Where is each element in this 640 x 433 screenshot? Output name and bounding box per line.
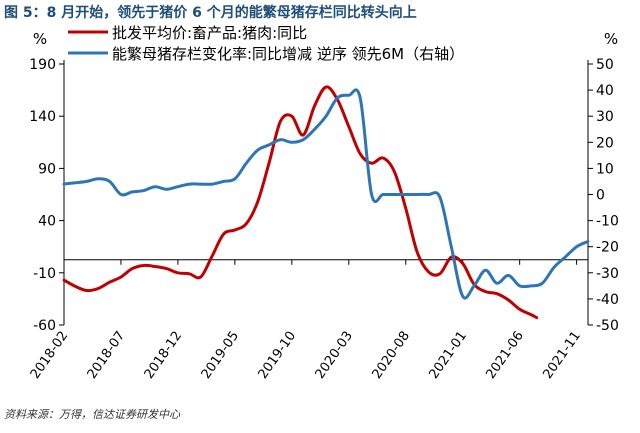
x-tick-label: 2021-11 [540, 329, 583, 382]
right-tick-label: 50 [596, 57, 614, 73]
right-tick-label: -10 [596, 214, 619, 230]
right-tick-label: -50 [596, 318, 619, 334]
x-tick-label: 2021-01 [427, 329, 470, 382]
right-tick-label: 40 [596, 83, 614, 99]
figure-title: 图 5：8 月开始，领先于猪价 6 个月的能繁母猪存栏同比转头向上 [4, 5, 417, 21]
right-tick-label: 30 [596, 109, 614, 125]
left-axis-unit: % [33, 30, 47, 48]
right-tick-label: -20 [596, 240, 619, 256]
legend-label: 批发平均价:畜产品:猪肉:同比 [112, 24, 307, 42]
x-tick-label: 2020-08 [370, 329, 413, 382]
left-tick-label: 40 [38, 214, 56, 230]
x-tick-label: 2021-06 [483, 329, 526, 382]
x-tick-label: 2020-03 [313, 329, 356, 382]
figure-source: 资料来源：万得，信达证券研发中心 [4, 408, 180, 421]
right-axis-unit-label: % [604, 30, 618, 48]
series-lines [62, 85, 590, 320]
x-tick-label: 2019-05 [199, 329, 242, 382]
left-axis-ticks: 190 140 90 40 -10 -60 [29, 57, 64, 334]
right-tick-label: -30 [596, 266, 619, 282]
left-tick-label: 190 [29, 57, 56, 73]
left-tick-label: -60 [33, 318, 56, 334]
left-tick-label: 90 [38, 161, 56, 177]
left-tick-label: -10 [33, 266, 56, 282]
x-axis-ticks: 2018-02 2018-07 2018-12 2019-05 2019-10 2020-… [28, 259, 584, 382]
left-axis-unit-label: % [33, 30, 47, 48]
x-tick-label: 2018-12 [142, 329, 185, 382]
right-tick-label: 20 [596, 135, 614, 151]
x-tick-label: 2018-02 [28, 329, 71, 382]
left-tick-label: 140 [29, 109, 56, 125]
x-tick-label: 2019-10 [256, 329, 299, 382]
right-axis-unit: % [604, 30, 618, 48]
right-tick-label: 10 [596, 161, 614, 177]
price-yoy-line [62, 85, 539, 320]
x-tick-label: 2018-07 [85, 329, 128, 382]
axes [63, 60, 589, 325]
right-tick-label: 0 [596, 188, 605, 204]
right-tick-label: -40 [596, 292, 619, 308]
sow-inventory-line [62, 88, 590, 300]
right-axis-ticks: 50 40 30 20 10 0 -10 -20 -30 -40 -50 [588, 57, 619, 334]
legend-label: 能繁母猪存栏变化率:同比增减 逆序 领先6M（右轴） [112, 45, 464, 63]
